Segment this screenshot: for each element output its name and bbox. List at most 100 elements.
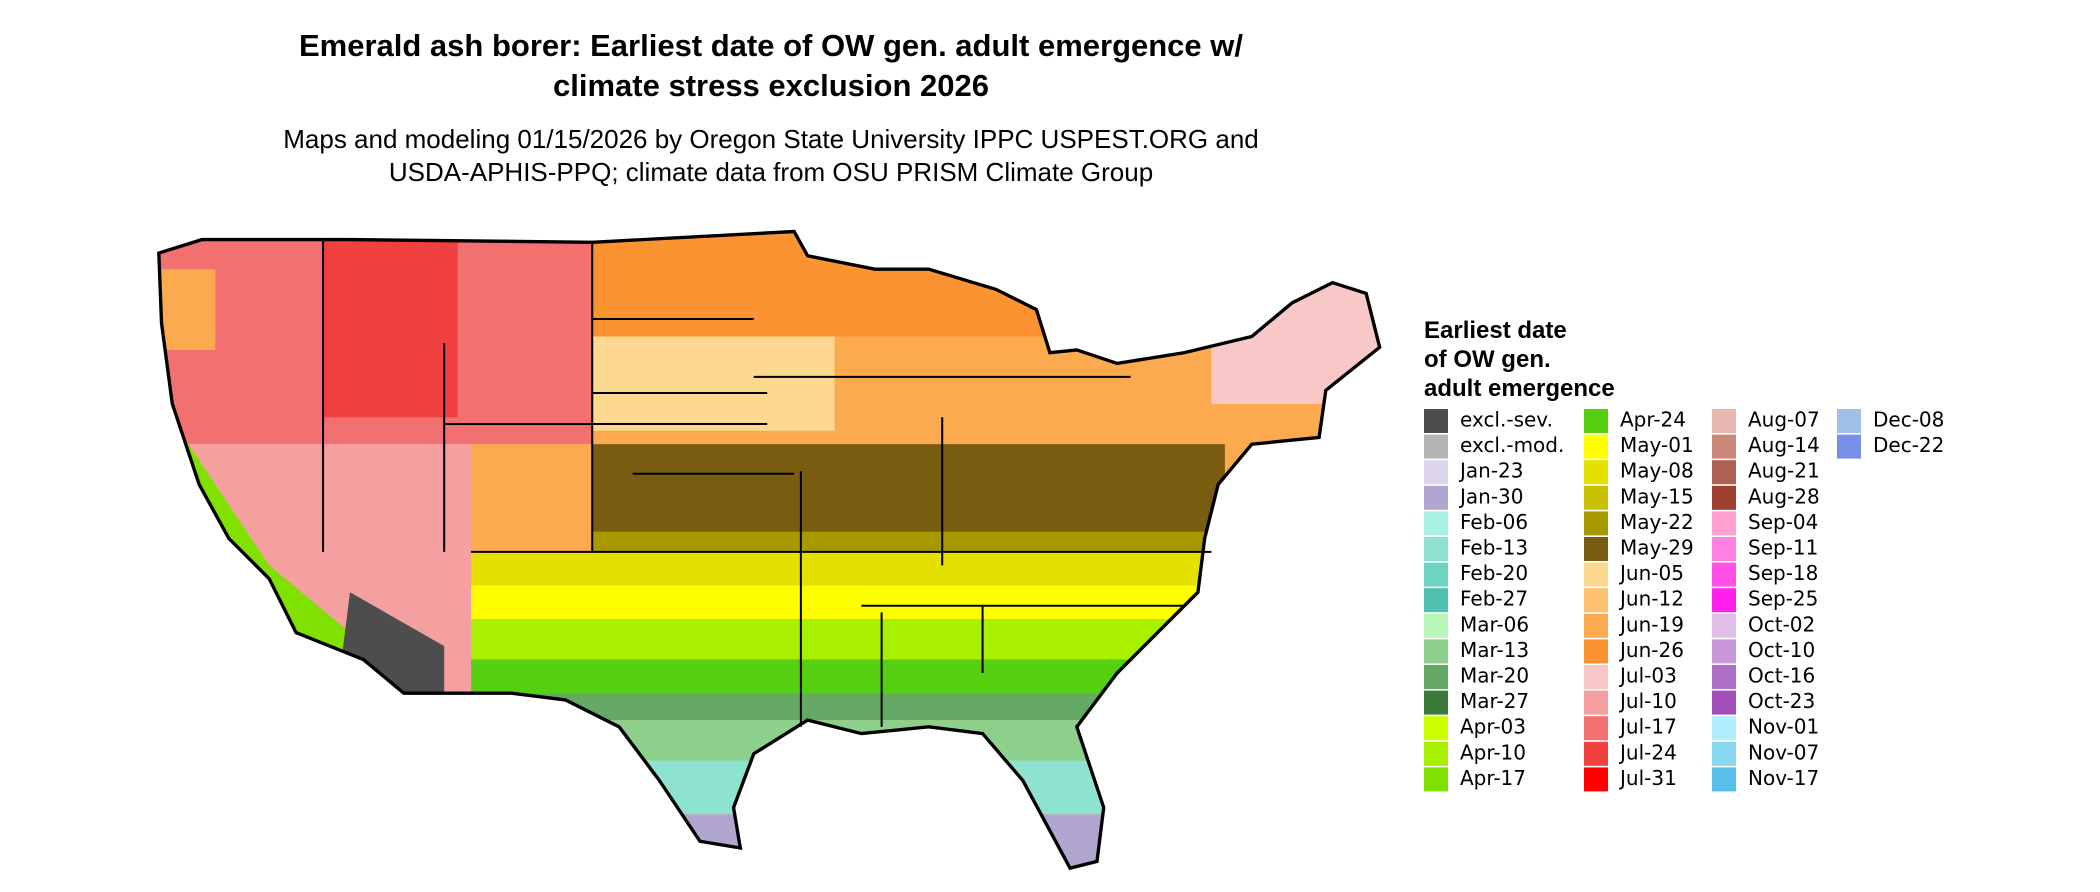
legend-label: May-08 (1620, 459, 1694, 483)
legend-swatch (1584, 665, 1608, 689)
legend-swatch (1712, 562, 1736, 587)
legend-swatch (1424, 613, 1448, 638)
legend-label: May-01 (1620, 433, 1694, 457)
legend-swatch (1584, 639, 1608, 664)
legend-label: Aug-14 (1748, 433, 1820, 457)
legend-label: Oct-02 (1748, 612, 1815, 636)
legend-label: Sep-04 (1748, 510, 1818, 534)
legend-swatch (1424, 511, 1448, 536)
legend-swatch (1424, 562, 1448, 587)
legend-label: Jun-26 (1618, 638, 1684, 662)
legend-swatch (1424, 639, 1448, 664)
legend-label: Jul-31 (1618, 766, 1677, 790)
legend-swatch (1712, 537, 1736, 561)
legend-swatch (1424, 434, 1448, 459)
legend-label: Sep-11 (1748, 536, 1818, 560)
legend-swatch (1584, 562, 1608, 587)
title-block: Emerald ash borer: Earliest date of OW g… (283, 28, 1259, 187)
legend-label: Aug-21 (1748, 459, 1820, 483)
legend-swatch (1424, 741, 1448, 766)
legend-swatch (1712, 409, 1736, 433)
legend-label: Nov-07 (1748, 740, 1819, 764)
legend-label: May-29 (1620, 536, 1694, 560)
legend-swatch (1584, 511, 1608, 536)
legend-swatch (1584, 460, 1608, 485)
legend-label: Jun-12 (1618, 587, 1684, 611)
legend-swatch (1584, 434, 1608, 459)
legend-swatch (1584, 690, 1608, 715)
legend-swatch (1712, 741, 1736, 766)
legend-label: Apr-10 (1460, 740, 1526, 764)
legend-swatch (1712, 511, 1736, 536)
legend-swatch (1712, 716, 1736, 741)
legend-label: Sep-18 (1748, 561, 1818, 585)
legend-swatch (1424, 665, 1448, 689)
legend-label: Jan-23 (1458, 459, 1524, 483)
legend-title-line: Earliest date (1424, 317, 1567, 344)
legend-label: Aug-07 (1748, 408, 1820, 432)
legend-label: Feb-06 (1460, 510, 1528, 534)
title-line: climate stress exclusion 2026 (553, 68, 989, 103)
legend-label: Jul-24 (1618, 740, 1677, 764)
legend-label: excl.-sev. (1460, 408, 1553, 432)
legend-label: May-15 (1620, 484, 1694, 508)
legend-title-line: of OW gen. (1424, 346, 1551, 373)
title-line: Emerald ash borer: Earliest date of OW g… (299, 28, 1243, 63)
legend-label: Nov-01 (1748, 715, 1819, 739)
legend-label: Mar-20 (1460, 664, 1529, 688)
legend-swatch (1584, 588, 1608, 613)
legend-label: Apr-03 (1460, 715, 1526, 739)
legend-swatch (1712, 613, 1736, 638)
legend-swatch (1837, 409, 1861, 433)
legend-label: Apr-17 (1460, 766, 1526, 790)
legend: Earliest date of OW gen. adult emergence… (1424, 317, 1944, 792)
legend-title-line: adult emergence (1424, 375, 1615, 402)
legend-label: Oct-10 (1748, 638, 1815, 662)
legend-swatch (1584, 767, 1608, 792)
legend-swatch (1424, 537, 1448, 561)
legend-label: May-22 (1620, 510, 1694, 534)
legend-swatch (1712, 639, 1736, 664)
map (157, 229, 1382, 871)
legend-label: Jun-05 (1618, 561, 1684, 585)
legend-swatch (1584, 537, 1608, 561)
legend-label: Jan-30 (1458, 484, 1524, 508)
legend-swatch (1712, 460, 1736, 485)
legend-swatch (1712, 485, 1736, 510)
legend-swatch (1584, 613, 1608, 638)
legend-label: Dec-22 (1873, 433, 1944, 457)
legend-label: Feb-13 (1460, 536, 1528, 560)
legend-swatch (1584, 716, 1608, 741)
legend-label: Dec-08 (1873, 408, 1944, 432)
subtitle-line: USDA-APHIS-PPQ; climate data from OSU PR… (389, 157, 1153, 187)
legend-swatch (1712, 690, 1736, 715)
legend-label: Mar-13 (1460, 638, 1529, 662)
legend-label: Feb-27 (1460, 587, 1528, 611)
legend-label: Sep-25 (1748, 587, 1818, 611)
legend-swatch (1424, 588, 1448, 613)
legend-swatch (1424, 716, 1448, 741)
legend-label: Mar-06 (1460, 612, 1529, 636)
legend-label: Mar-27 (1460, 689, 1529, 713)
legend-label: Jul-03 (1618, 664, 1677, 688)
legend-swatch (1712, 665, 1736, 689)
legend-label: Jul-10 (1618, 689, 1677, 713)
legend-label: Jun-19 (1618, 612, 1684, 636)
legend-swatch (1712, 767, 1736, 792)
legend-swatch (1712, 434, 1736, 459)
legend-swatch (1584, 485, 1608, 510)
legend-swatch (1424, 767, 1448, 792)
legend-label: Nov-17 (1748, 766, 1819, 790)
legend-swatch (1424, 460, 1448, 485)
legend-label: Jul-17 (1618, 715, 1677, 739)
legend-swatch (1837, 434, 1861, 459)
legend-swatch (1584, 741, 1608, 766)
legend-swatch (1424, 485, 1448, 510)
subtitle-line: Maps and modeling 01/15/2026 by Oregon S… (283, 124, 1259, 154)
legend-swatch (1712, 588, 1736, 613)
legend-swatch (1424, 690, 1448, 715)
legend-label: Apr-24 (1620, 408, 1686, 432)
legend-label: Oct-23 (1748, 689, 1815, 713)
legend-swatch (1584, 409, 1608, 433)
